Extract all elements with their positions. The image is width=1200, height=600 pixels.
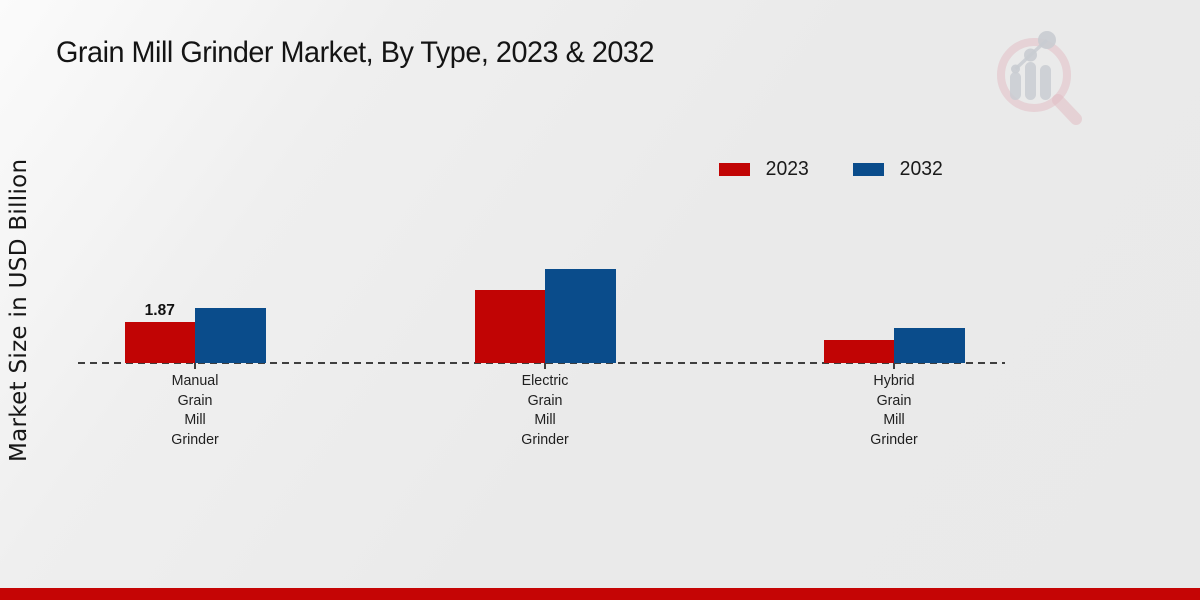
- x-axis-baseline: [78, 362, 1005, 364]
- x-axis-tick-manual-grain-mill-grinder: [194, 363, 196, 369]
- legend: 2023 2032: [719, 158, 943, 181]
- footer-band: [0, 588, 1200, 600]
- bar-value-label-2023-manual-grain-mill-grinder: 1.87: [144, 302, 175, 319]
- chart-title: Grain Mill Grinder Market, By Type, 2023…: [56, 36, 654, 69]
- bar-2023-manual-grain-mill-grinder: [124, 322, 195, 363]
- x-axis-tick-hybrid-grain-mill-grinder: [893, 363, 895, 369]
- magnifier-bar-chart-logo-icon: [993, 25, 1088, 125]
- bar-2032-manual-grain-mill-grinder: [195, 308, 266, 363]
- legend-item-2032: 2032: [852, 158, 944, 181]
- legend-swatch-2023: [719, 163, 750, 176]
- bar-2032-electric-grain-mill-grinder: [545, 269, 616, 363]
- legend-label-2023: 2023: [765, 158, 809, 180]
- bar-2023-electric-grain-mill-grinder: [474, 290, 545, 363]
- bar-2032-hybrid-grain-mill-grinder: [894, 328, 965, 363]
- x-axis-tick-electric-grain-mill-grinder: [544, 363, 546, 369]
- category-label-hybrid-grain-mill-grinder: Hybrid Grain Mill Grinder: [870, 372, 918, 448]
- bar-2023-hybrid-grain-mill-grinder: [823, 340, 894, 363]
- category-label-electric-grain-mill-grinder: Electric Grain Mill Grinder: [521, 372, 569, 448]
- category-label-manual-grain-mill-grinder: Manual Grain Mill Grinder: [171, 372, 219, 448]
- legend-item-2023: 2023: [719, 158, 810, 181]
- legend-swatch-2032: [852, 163, 884, 176]
- legend-label-2032: 2032: [899, 158, 943, 180]
